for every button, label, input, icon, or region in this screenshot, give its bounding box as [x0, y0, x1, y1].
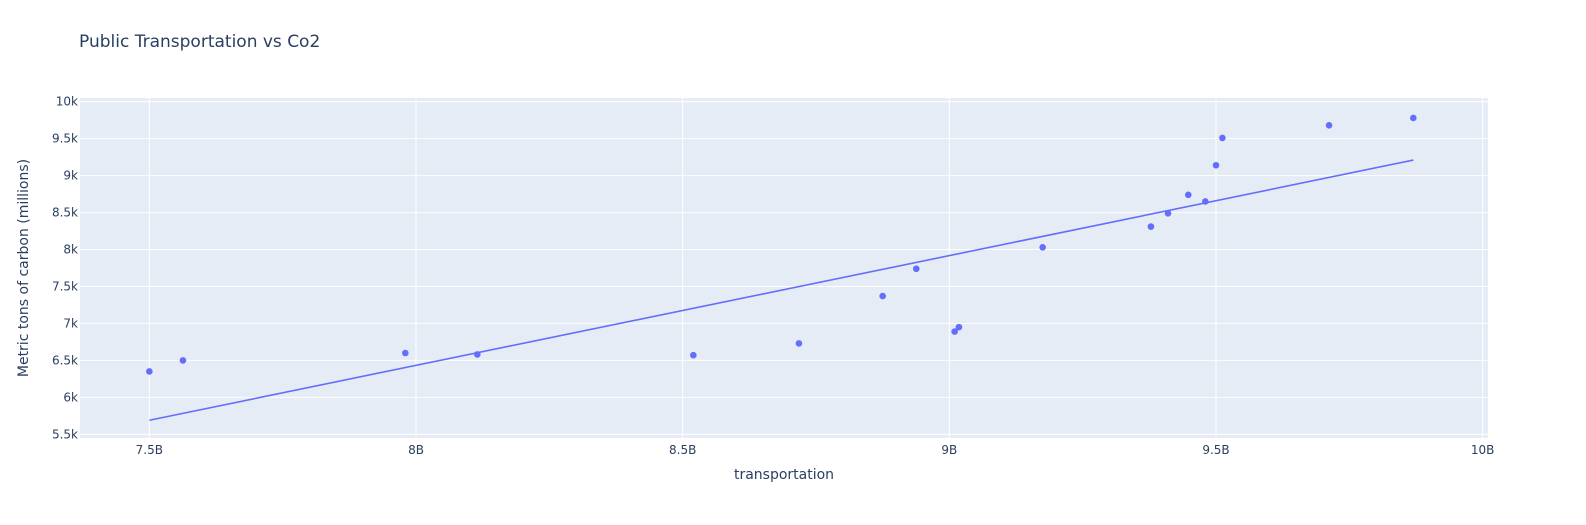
x-tick-label: 7.5B: [136, 443, 163, 457]
data-point: [1164, 210, 1172, 217]
x-tick-label: 9B: [941, 443, 957, 457]
data-point: [1212, 161, 1220, 169]
data-point: [1325, 122, 1333, 129]
data-point: [402, 349, 409, 357]
y-tick-label: 6.5k: [52, 353, 78, 367]
data-point: [1219, 134, 1226, 142]
data-points: [146, 114, 1417, 375]
y-tick-label: 7k: [63, 316, 78, 330]
data-point: [955, 323, 963, 331]
grid-lines: [80, 98, 1488, 438]
data-point: [1147, 223, 1155, 230]
y-tick-label: 9.5k: [52, 132, 78, 146]
y-tick-label: 5.5k: [52, 427, 78, 441]
data-point: [690, 351, 697, 359]
trendline: [149, 159, 1414, 422]
data-point: [1202, 198, 1209, 205]
data-point: [795, 340, 803, 347]
data-point: [146, 368, 153, 375]
plot-area: [80, 98, 1488, 438]
trendline-layer: [149, 159, 1414, 422]
data-point: [879, 292, 886, 300]
y-axis-ticks: 5.5k 6k 6.5k 7k 7.5k 8k 8.5k 9k 9.5k 10k: [52, 95, 78, 442]
x-tick-label: 10B: [1471, 443, 1495, 457]
x-axis-title: transportation: [734, 467, 834, 483]
data-point: [912, 265, 920, 273]
data-point: [951, 328, 958, 335]
y-tick-label: 8k: [63, 243, 78, 257]
data-point: [474, 351, 481, 358]
y-tick-label: 8.5k: [52, 206, 78, 220]
x-tick-label: 9.5B: [1202, 443, 1229, 457]
data-point: [1184, 191, 1192, 199]
y-tick-label: 7.5k: [52, 279, 78, 293]
data-point: [1039, 244, 1046, 251]
y-tick-label: 6k: [63, 390, 78, 404]
x-tick-label: 8.5B: [669, 443, 696, 457]
x-axis-ticks: 7.5B 8B 8.5B 9B 9.5B 10B: [136, 443, 1495, 457]
y-axis-title: Metric tons of carbon (millions): [16, 159, 32, 377]
y-tick-label: 10k: [56, 95, 78, 109]
chart-title: Public Transportation vs Co2: [79, 32, 321, 52]
x-tick-label: 8B: [408, 443, 424, 457]
data-point: [1410, 114, 1417, 122]
data-point: [179, 357, 187, 364]
y-tick-label: 9k: [63, 169, 78, 183]
